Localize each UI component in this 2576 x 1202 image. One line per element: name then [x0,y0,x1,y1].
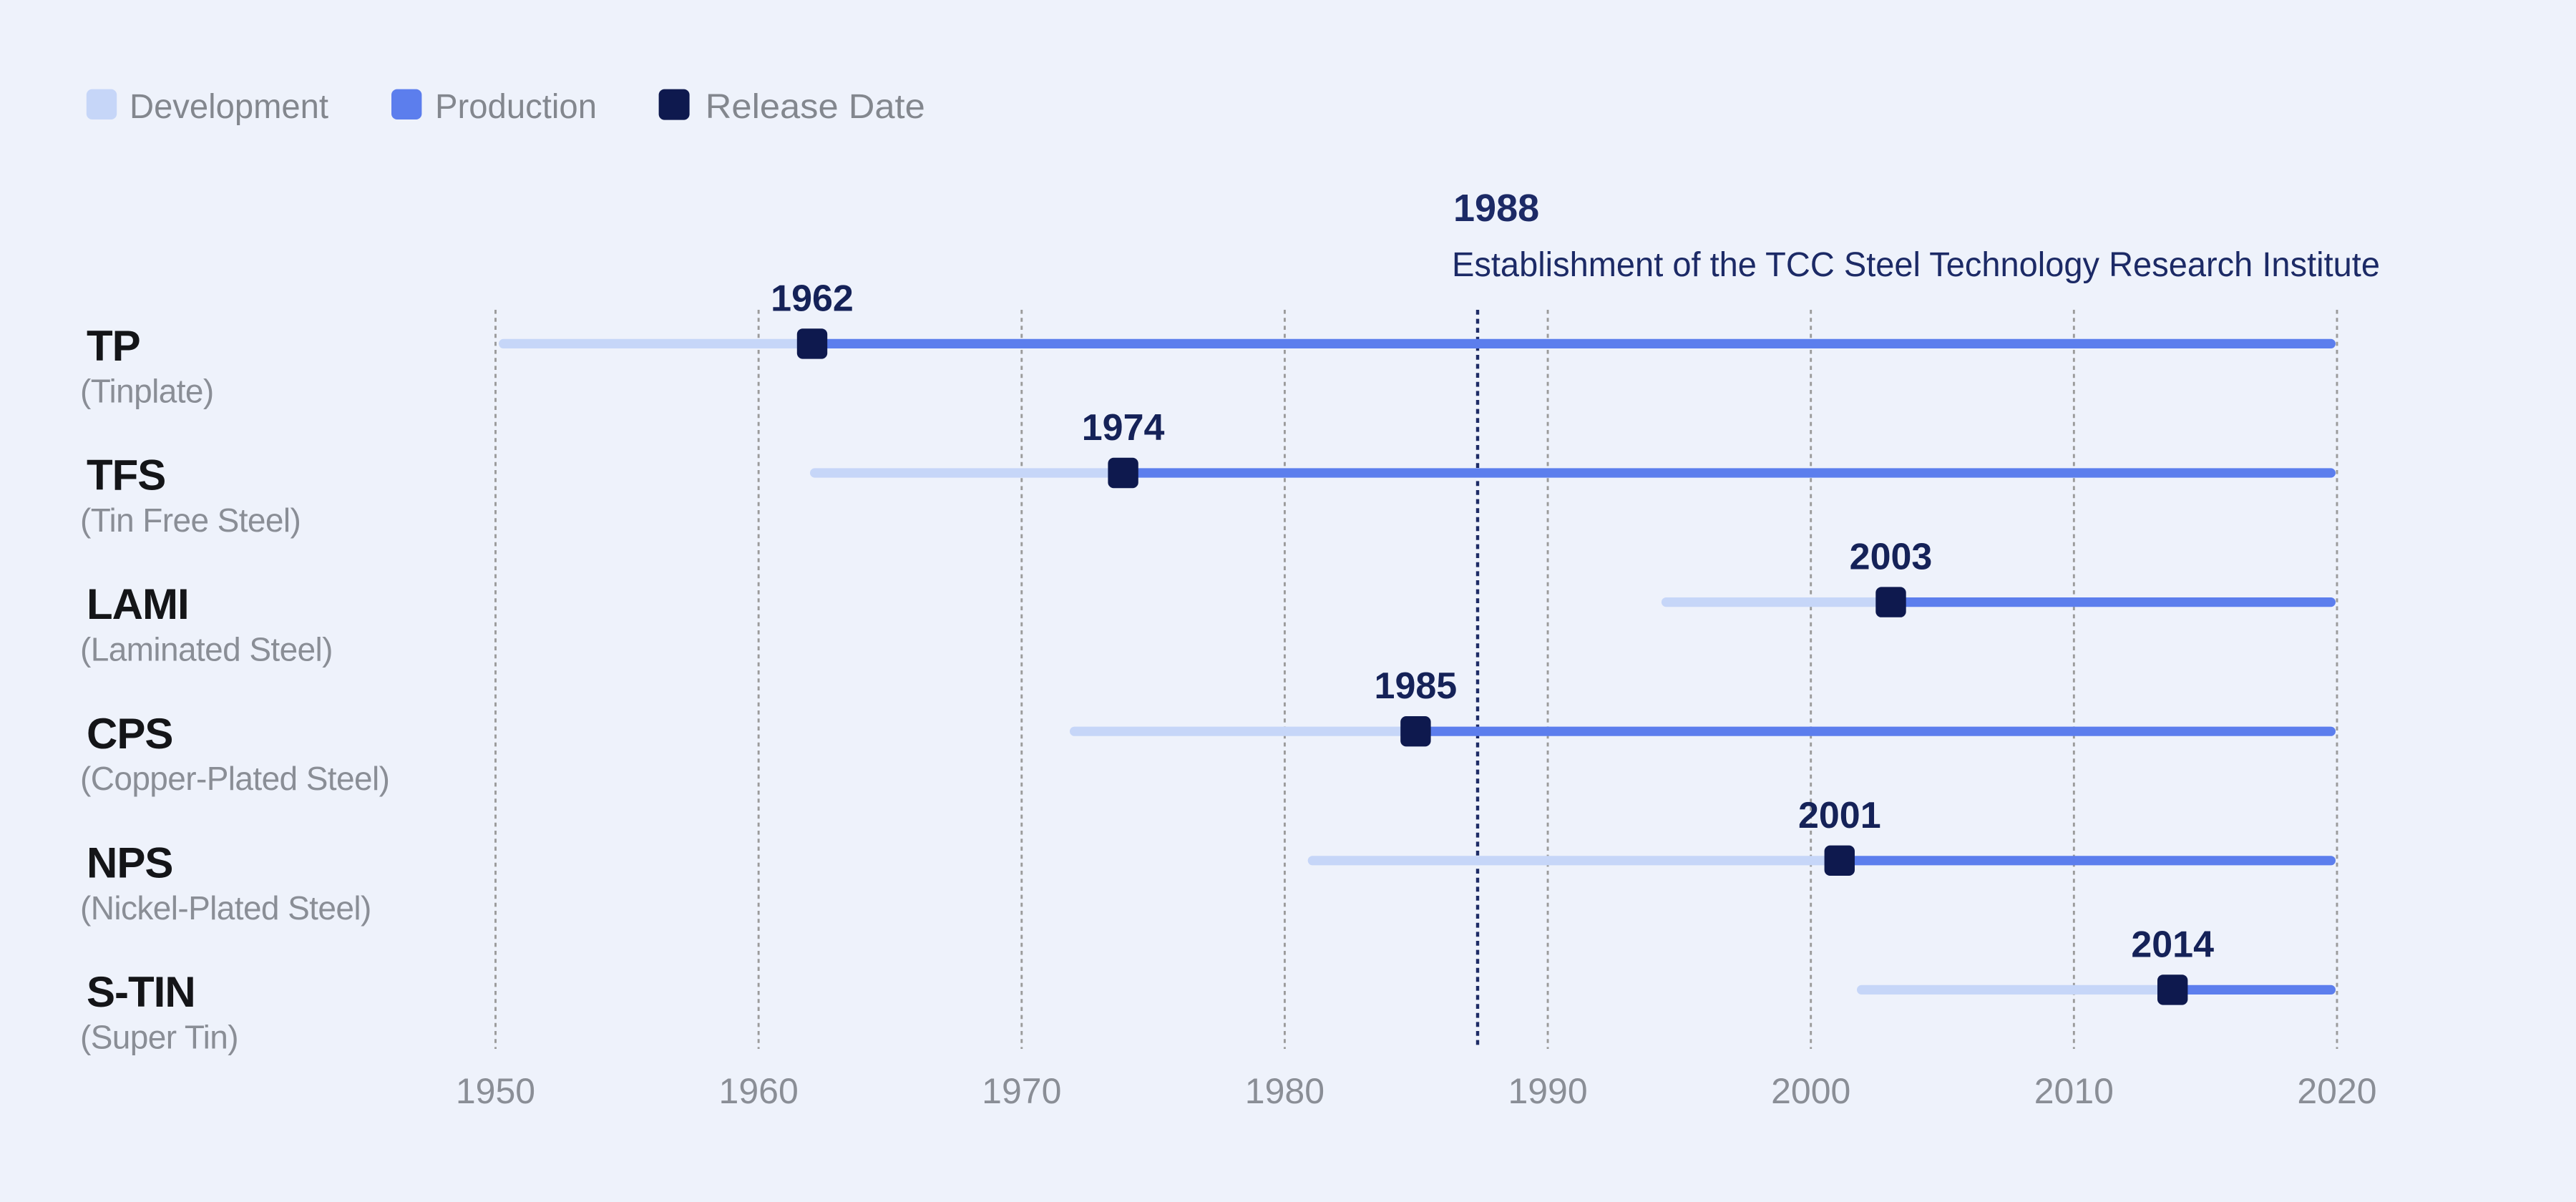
svg-text:TFS: TFS [87,451,165,499]
svg-text:1980: 1980 [1245,1071,1324,1111]
svg-text:(Tinplate): (Tinplate) [80,372,214,409]
svg-text:Development: Development [130,88,328,126]
svg-text:Establishment of the TCC Steel: Establishment of the TCC Steel Technolog… [1452,246,2380,284]
svg-text:2020: 2020 [2297,1071,2376,1111]
svg-text:1950: 1950 [456,1071,535,1111]
svg-text:1988: 1988 [1453,187,1539,230]
svg-text:2000: 2000 [1771,1071,1850,1111]
svg-text:TP: TP [87,322,140,370]
svg-text:(Laminated Steel): (Laminated Steel) [80,631,333,668]
svg-text:1962: 1962 [771,278,854,319]
svg-text:2003: 2003 [1850,537,1933,578]
svg-text:1985: 1985 [1375,665,1458,707]
svg-text:Release Date: Release Date [706,88,925,126]
svg-text:(Nickel-Plated Steel): (Nickel-Plated Steel) [80,889,371,927]
svg-text:2014: 2014 [2131,924,2214,965]
svg-text:CPS: CPS [87,710,172,758]
svg-text:2001: 2001 [1798,795,1881,836]
svg-text:1974: 1974 [1082,407,1165,449]
svg-text:(Copper-Plated Steel): (Copper-Plated Steel) [80,760,389,797]
svg-text:NPS: NPS [87,839,172,886]
svg-text:1990: 1990 [1508,1071,1587,1111]
svg-text:1970: 1970 [982,1071,1061,1111]
svg-text:1960: 1960 [719,1071,799,1111]
svg-text:(Super Tin): (Super Tin) [80,1018,238,1055]
svg-text:S-TIN: S-TIN [87,968,195,1016]
svg-text:Production: Production [435,88,597,126]
svg-text:(Tin Free Steel): (Tin Free Steel) [80,502,301,539]
svg-text:2010: 2010 [2034,1071,2114,1111]
svg-text:LAMI: LAMI [87,580,189,628]
